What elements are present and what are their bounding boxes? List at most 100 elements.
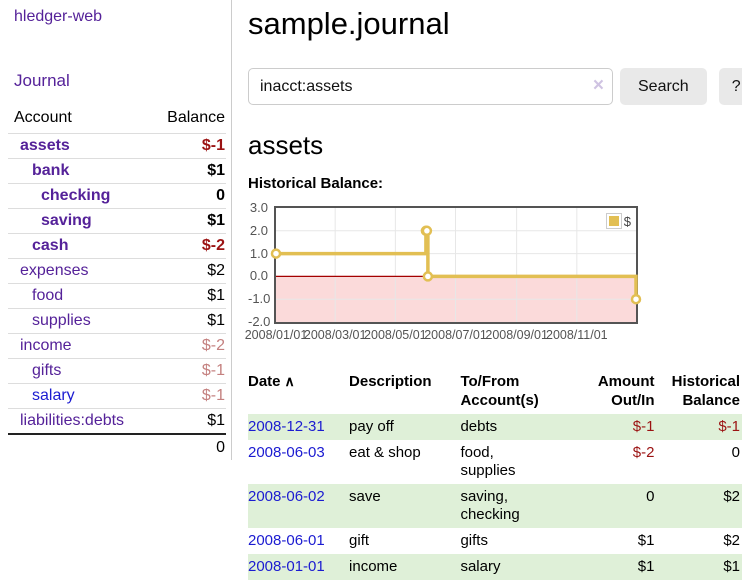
help-button[interactable]: ? — [718, 68, 742, 105]
transaction-row: 2008-06-03 eat & shop food, supplies $-2 0 — [248, 440, 742, 484]
account-link-salary[interactable]: salary — [32, 387, 75, 404]
x-axis-tick-label: 2008/09/01 — [485, 328, 548, 342]
transaction-date-cell: 2008-01-01 — [248, 554, 349, 580]
transaction-description: eat & shop — [349, 444, 421, 461]
account-row: expenses $2 — [8, 258, 226, 284]
legend-label: $ — [623, 213, 631, 229]
data-point-marker — [422, 271, 434, 282]
account-row: saving $1 — [8, 208, 226, 234]
transaction-date-link[interactable]: 2008-12-31 — [248, 418, 325, 435]
account-row: liabilities:debts $1 — [8, 408, 226, 434]
account-balance: $-1 — [147, 383, 226, 409]
transaction-date-link[interactable]: 2008-06-01 — [248, 532, 325, 549]
transaction-amount: $1 — [637, 558, 655, 575]
transaction-accounts: debts — [460, 418, 498, 435]
transaction-date-link[interactable]: 2008-06-03 — [248, 444, 325, 461]
brand-link[interactable]: hledger-web — [14, 8, 103, 25]
sidebar-item-journal[interactable]: Journal — [14, 71, 70, 90]
account-row: bank $1 — [8, 158, 226, 184]
transaction-amount: $-1 — [632, 418, 655, 435]
transaction-date-link[interactable]: 2008-06-02 — [248, 488, 325, 505]
account-row: checking 0 — [8, 183, 226, 209]
transaction-accounts: salary — [460, 558, 501, 575]
account-row: food $1 — [8, 283, 226, 309]
accounts-table-body: assets $-1 bank $1 checking 0 saving $1 cash $-2 e… — [8, 133, 226, 434]
account-balance: 0 — [147, 183, 226, 209]
page-title: sample.journal — [248, 6, 450, 41]
account-row: income $-2 — [8, 333, 226, 359]
account-row: cash $-2 — [8, 233, 226, 259]
y-axis-tick-label: 0.0 — [249, 268, 268, 284]
historical-balance-chart: $ 3.0 2.0 1.0 0.0 -1.0 -2.0 2008/01/01 2008/03/… — [244, 201, 668, 343]
search-input[interactable] — [248, 68, 613, 105]
transaction-row: 2008-06-02 save saving, checking 0 $2 — [248, 484, 742, 528]
transaction-accounts: saving, checking — [460, 488, 520, 523]
legend-swatch — [608, 216, 619, 226]
legend-swatch-frame — [605, 213, 622, 229]
clear-search-icon[interactable]: × — [592, 75, 604, 96]
transaction-date-link[interactable]: 2008-01-01 — [248, 558, 325, 575]
main-content: sample.journal × Search ? assets Histori… — [244, 0, 742, 580]
accounts-header-balance: Balance — [167, 109, 225, 126]
transaction-amount: 0 — [646, 488, 655, 505]
transaction-description: save — [349, 488, 381, 505]
account-row: salary $-1 — [8, 383, 226, 409]
search-box: × — [248, 68, 613, 105]
account-balance: $1 — [147, 308, 226, 334]
y-axis-tick-label: 2.0 — [249, 222, 268, 238]
x-axis-tick-label: 2008/03/01 — [303, 328, 367, 342]
account-link-gifts[interactable]: gifts — [32, 362, 62, 379]
y-axis-tick-label: -1.0 — [248, 291, 271, 307]
register-header-description: Description — [349, 373, 432, 390]
sidebar: hledger-web Journal Account Balance asse… — [0, 0, 232, 461]
register-header-accounts: To/From Account(s) — [460, 373, 539, 409]
y-axis-tick-label: 1.0 — [249, 245, 268, 261]
transaction-balance: $2 — [723, 532, 740, 549]
transaction-amount: $1 — [637, 532, 655, 549]
account-link-cash[interactable]: cash — [32, 237, 69, 254]
search-button[interactable]: Search — [620, 68, 707, 105]
balance-line-chart — [270, 208, 642, 322]
account-balance: $-1 — [147, 133, 226, 159]
transaction-date-cell: 2008-06-02 — [248, 484, 349, 528]
accounts-header-account: Account — [14, 109, 72, 126]
transaction-balance: $-1 — [718, 418, 740, 435]
transaction-description: income — [349, 558, 398, 575]
account-link-assets[interactable]: assets — [20, 137, 70, 154]
account-balance: $-2 — [147, 233, 226, 259]
chart-title: Historical Balance: — [248, 175, 384, 192]
account-link-saving[interactable]: saving — [41, 212, 92, 229]
account-link-expenses[interactable]: expenses — [20, 262, 89, 279]
transaction-balance: $1 — [723, 558, 740, 575]
x-axis-tick-label: 2008/07/01 — [424, 328, 487, 342]
register-table: Date ∧ Description To/From Account(s) Amo… — [248, 368, 742, 580]
register-header-amount: Amount Out/In — [597, 373, 655, 409]
data-point-marker — [421, 225, 433, 237]
account-link-checking[interactable]: checking — [41, 187, 111, 204]
account-link-supplies[interactable]: supplies — [32, 312, 91, 329]
accounts-table: Account Balance assets $-1 bank $1 checking 0… — [8, 104, 226, 461]
x-axis-tick-label: 2008/01/01 — [244, 328, 308, 342]
accounts-total-value: 0 — [8, 433, 226, 461]
y-axis-tick-label: -2.0 — [248, 314, 271, 329]
data-point-marker — [630, 293, 642, 305]
account-balance: $1 — [147, 158, 226, 184]
transaction-accounts: gifts — [460, 532, 488, 549]
account-link-liabilities-debts[interactable]: liabilities:debts — [20, 412, 125, 429]
account-link-income[interactable]: income — [20, 337, 72, 354]
transaction-row: 2008-12-31 pay off debts $-1 $-1 — [248, 414, 742, 440]
transaction-row: 2008-06-01 gift gifts $1 $2 — [248, 528, 742, 554]
account-link-bank[interactable]: bank — [32, 162, 70, 179]
register-header-date[interactable]: Date ∧ — [248, 373, 295, 390]
register-table-body: 2008-12-31 pay off debts $-1 $-1 2008-06-03 ea… — [248, 414, 742, 580]
register-header-balance: Historical Balance — [671, 373, 740, 409]
y-axis-tick-label: 3.0 — [249, 200, 268, 215]
account-balance: $2 — [147, 258, 226, 284]
account-link-food[interactable]: food — [32, 287, 64, 304]
account-balance: $1 — [147, 283, 226, 309]
transaction-description: gift — [349, 532, 370, 549]
account-balance: $1 — [147, 208, 226, 234]
data-point-marker — [270, 248, 282, 259]
transaction-date-cell: 2008-06-01 — [248, 528, 349, 554]
account-row: assets $-1 — [8, 133, 226, 159]
